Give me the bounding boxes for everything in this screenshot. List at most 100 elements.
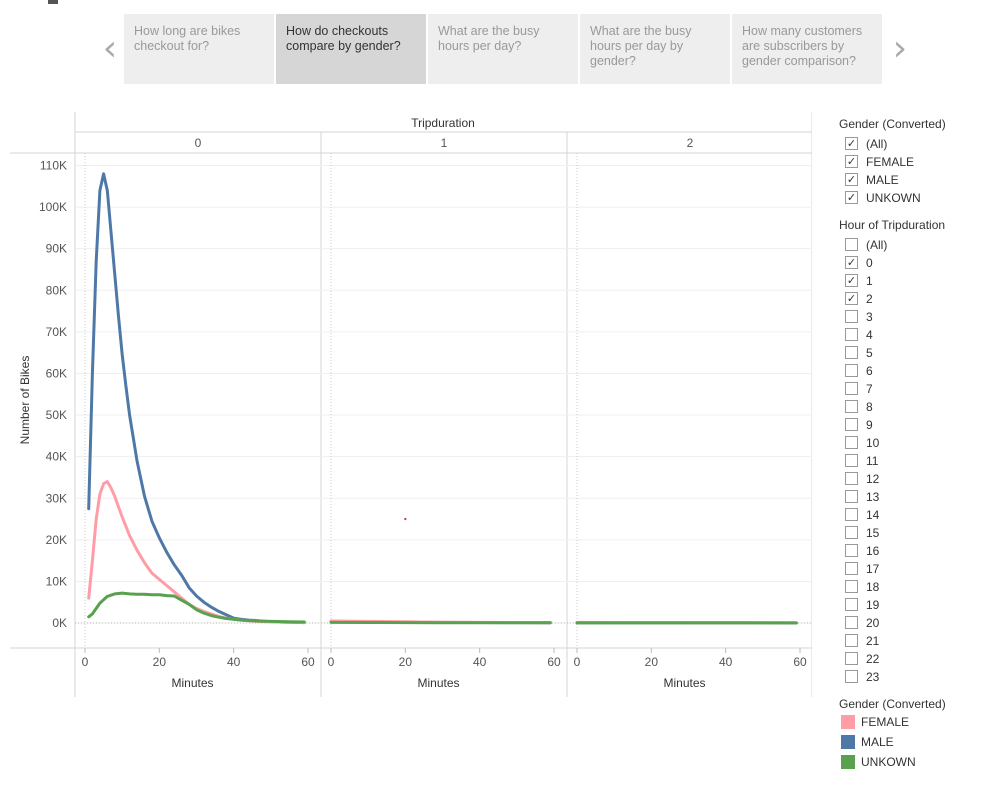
filter-item-label: 3 <box>866 310 873 324</box>
checkbox-unchecked-icon[interactable] <box>845 454 858 467</box>
filter-item-label: 12 <box>866 472 880 486</box>
checkbox-unchecked-icon[interactable] <box>845 418 858 431</box>
checkbox-unchecked-icon[interactable] <box>845 238 858 251</box>
checkbox-checked-icon[interactable]: ✓ <box>845 137 858 150</box>
checkbox-checked-icon[interactable]: ✓ <box>845 256 858 269</box>
x-tick-label: 60 <box>547 655 561 669</box>
filter-item-label: 11 <box>866 454 879 468</box>
color-legend-label: UNKOWN <box>861 755 916 769</box>
y-tick-label: 0K <box>52 616 67 630</box>
filter-item-label: (All) <box>866 137 888 151</box>
checkbox-checked-icon[interactable]: ✓ <box>845 191 858 204</box>
filter-item-label: 7 <box>866 382 873 396</box>
story-point-1[interactable]: How long are bikes checkout for? <box>124 14 274 84</box>
story-point-4[interactable]: What are the busy hours per day by gende… <box>580 14 730 84</box>
checkbox-checked-icon[interactable]: ✓ <box>845 292 858 305</box>
checkbox-unchecked-icon[interactable] <box>845 346 858 359</box>
checkbox-unchecked-icon[interactable] <box>845 670 858 683</box>
y-tick-label: 70K <box>46 325 67 339</box>
filter-item-label: 17 <box>866 562 880 576</box>
x-tick-label: 0 <box>574 655 581 669</box>
y-tick-label: 30K <box>46 491 67 505</box>
filter-item-label: (All) <box>866 238 888 252</box>
y-axis-label: Number of Bikes <box>18 356 32 445</box>
filter-item-label: 0 <box>866 256 873 270</box>
checkbox-checked-icon[interactable]: ✓ <box>845 173 858 186</box>
x-tick-label: 60 <box>793 655 807 669</box>
filter-item-label: 14 <box>866 508 880 522</box>
filter-item-label: 13 <box>866 490 880 504</box>
x-tick-label: 0 <box>328 655 335 669</box>
x-tick-label: 20 <box>645 655 659 669</box>
checkbox-unchecked-icon[interactable] <box>845 328 858 341</box>
y-tick-label: 40K <box>46 450 67 464</box>
series-line-male <box>87 172 306 625</box>
x-axis-label: Minutes <box>417 676 459 690</box>
checkbox-unchecked-icon[interactable] <box>845 580 858 593</box>
x-tick-label: 60 <box>301 655 315 669</box>
checkbox-unchecked-icon[interactable] <box>845 364 858 377</box>
filter-item-label: 19 <box>866 598 880 612</box>
filter-item-label: 5 <box>866 346 873 360</box>
checkbox-unchecked-icon[interactable] <box>845 544 858 557</box>
x-tick-label: 40 <box>719 655 733 669</box>
checkbox-unchecked-icon[interactable] <box>845 382 858 395</box>
panel-header: 0 <box>195 136 202 150</box>
y-tick-label: 100K <box>39 200 67 214</box>
x-tick-label: 0 <box>82 655 89 669</box>
filter-item-label: 8 <box>866 400 873 414</box>
series-line-female <box>87 480 306 625</box>
filter-item-label: FEMALE <box>866 155 915 169</box>
checkbox-unchecked-icon[interactable] <box>845 634 858 647</box>
color-legend-label: FEMALE <box>861 715 910 729</box>
checkbox-unchecked-icon[interactable] <box>845 310 858 323</box>
color-swatch <box>841 715 855 729</box>
checkbox-unchecked-icon[interactable] <box>845 562 858 575</box>
x-tick-label: 40 <box>473 655 487 669</box>
filter-item-label: 18 <box>866 580 880 594</box>
y-tick-label: 110K <box>40 158 67 172</box>
filter-item-label: 2 <box>866 292 873 306</box>
filter-item-label: UNKOWN <box>866 191 921 205</box>
chevron-right-icon[interactable]: › <box>892 28 908 69</box>
column-header: Tripduration <box>411 116 475 130</box>
y-tick-label: 80K <box>46 283 67 297</box>
x-tick-label: 40 <box>227 655 241 669</box>
checkbox-unchecked-icon[interactable] <box>845 472 858 485</box>
chevron-left-icon[interactable]: ‹ <box>102 28 118 69</box>
title-fragment <box>48 0 58 4</box>
x-tick-label: 20 <box>399 655 413 669</box>
filter-item-label: 1 <box>866 274 873 288</box>
checkbox-unchecked-icon[interactable] <box>845 508 858 521</box>
story-point-2[interactable]: How do checkouts compare by gender? <box>276 14 426 84</box>
color-swatch <box>841 735 855 749</box>
filter-item-label: 22 <box>866 652 880 666</box>
series-line-unkown <box>87 591 306 624</box>
checkbox-unchecked-icon[interactable] <box>845 598 858 611</box>
checkbox-unchecked-icon[interactable] <box>845 616 858 629</box>
checkbox-unchecked-icon[interactable] <box>845 436 858 449</box>
color-swatch <box>841 755 855 769</box>
checkbox-unchecked-icon[interactable] <box>845 652 858 665</box>
checkbox-unchecked-icon[interactable] <box>845 526 858 539</box>
checkbox-checked-icon[interactable]: ✓ <box>845 274 858 287</box>
filter-item-label: 21 <box>866 634 880 648</box>
panel-header: 1 <box>441 136 448 150</box>
panel-header: 2 <box>687 136 694 150</box>
y-tick-label: 10K <box>46 574 67 588</box>
checkbox-unchecked-icon[interactable] <box>845 400 858 413</box>
story-navigator: ‹ How long are bikes checkout for? How d… <box>98 14 918 86</box>
x-tick-label: 20 <box>153 655 167 669</box>
story-point-5[interactable]: How many customers are subscribers by ge… <box>732 14 882 84</box>
filter-item-label: MALE <box>866 173 899 187</box>
y-tick-label: 50K <box>46 408 67 422</box>
checkbox-checked-icon[interactable]: ✓ <box>845 155 858 168</box>
checkbox-unchecked-icon[interactable] <box>845 490 858 503</box>
filter-item-label: 6 <box>866 364 873 378</box>
filter-item-label: 15 <box>866 526 880 540</box>
color-legend-label: MALE <box>861 735 894 749</box>
story-point-3[interactable]: What are the busy hours per day? <box>428 14 578 84</box>
y-tick-label: 20K <box>46 533 67 547</box>
outlier-point <box>404 517 407 521</box>
